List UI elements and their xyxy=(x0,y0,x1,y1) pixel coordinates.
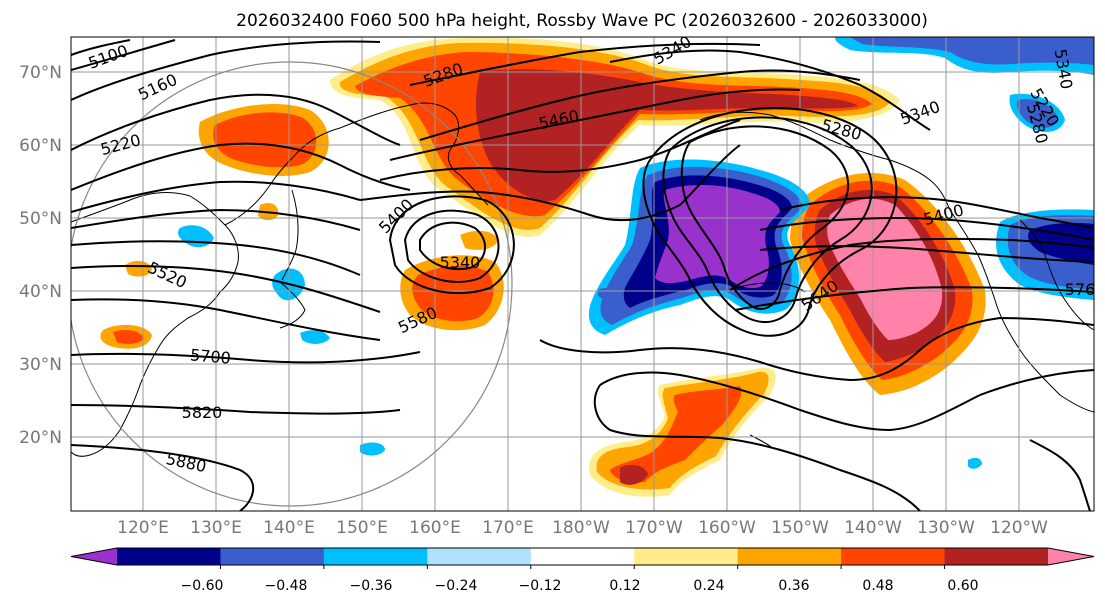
lon-label: 120°W xyxy=(990,518,1048,538)
lon-label: 150°W xyxy=(771,518,829,538)
lon-label: 130°E xyxy=(190,518,242,538)
colorbar-segment xyxy=(737,548,842,565)
lon-label: 130°W xyxy=(917,518,975,538)
gridlines xyxy=(71,37,1094,511)
longitude-labels: 120°E 130°E 140°E 150°E 160°E 170°E 180°… xyxy=(117,518,1048,538)
height-contours xyxy=(71,39,1094,511)
colorbar-tick-label: 0.12 xyxy=(609,578,640,594)
map-panel: 5100 5160 5220 5280 5340 5340 5460 5280 … xyxy=(71,37,1096,511)
colorbar-segment xyxy=(944,548,1049,565)
colorbar-tick-label: 0.60 xyxy=(947,578,978,594)
lon-label: 170°E xyxy=(482,518,534,538)
figure-title: 2026032400 F060 500 hPa height, Rossby W… xyxy=(236,11,928,31)
colorbar-tick-labels: −0.60 −0.48 −0.36 −0.24 −0.12 0.12 0.24 … xyxy=(181,578,979,594)
contour-label: 5700 xyxy=(189,345,231,367)
map-frame xyxy=(70,36,1095,512)
contour-label: 5340 xyxy=(440,253,481,272)
contour-label: 576 xyxy=(1065,280,1096,299)
colorbar xyxy=(70,547,1095,569)
lon-label: 140°W xyxy=(844,518,902,538)
colorbar-tick-label: −0.24 xyxy=(435,578,478,594)
colorbar-segment xyxy=(634,548,739,565)
colorbar-extend-low xyxy=(71,548,117,565)
colorbar-tick-label: 0.36 xyxy=(778,578,809,594)
contour-labels: 5100 5160 5220 5280 5340 5340 5460 5280 … xyxy=(86,37,1096,476)
colorbar-segment xyxy=(117,548,221,565)
colorbar-segment xyxy=(427,548,532,565)
contour-label: 5820 xyxy=(182,403,223,422)
colorbar-tick-label: 0.24 xyxy=(693,578,724,594)
lat-label: 50°N xyxy=(19,209,62,229)
lon-label: 150°E xyxy=(336,518,388,538)
colorbar-segment xyxy=(841,548,946,565)
lon-label: 160°E xyxy=(409,518,461,538)
lat-label: 40°N xyxy=(19,282,62,302)
lat-label: 70°N xyxy=(19,63,62,83)
colorbar-tick-label: −0.48 xyxy=(265,578,308,594)
colorbar-outline xyxy=(70,547,1095,566)
colorbar-segment xyxy=(220,548,325,565)
lon-label: 120°E xyxy=(117,518,169,538)
lat-label: 30°N xyxy=(19,355,62,375)
latitude-labels: 70°N 60°N 50°N 40°N 30°N 20°N xyxy=(19,63,62,448)
colorbar-tick-label: −0.60 xyxy=(181,578,224,594)
negative-anomaly-shading xyxy=(178,37,1094,469)
lat-label: 20°N xyxy=(19,428,62,448)
lon-label: 140°E xyxy=(263,518,315,538)
colorbar-tick-label: −0.12 xyxy=(519,578,562,594)
lat-label: 60°N xyxy=(19,136,62,156)
lon-label: 170°W xyxy=(625,518,683,538)
colorbar-tick-label: 0.48 xyxy=(862,578,893,594)
colorbar-segment xyxy=(530,548,635,565)
colorbar-segment xyxy=(323,548,428,565)
colorbar-extend-high xyxy=(1048,548,1094,565)
range-circle xyxy=(71,61,513,507)
colorbar-tick-label: −0.36 xyxy=(350,578,393,594)
lon-label: 160°W xyxy=(698,518,756,538)
lon-label: 180°W xyxy=(552,518,610,538)
